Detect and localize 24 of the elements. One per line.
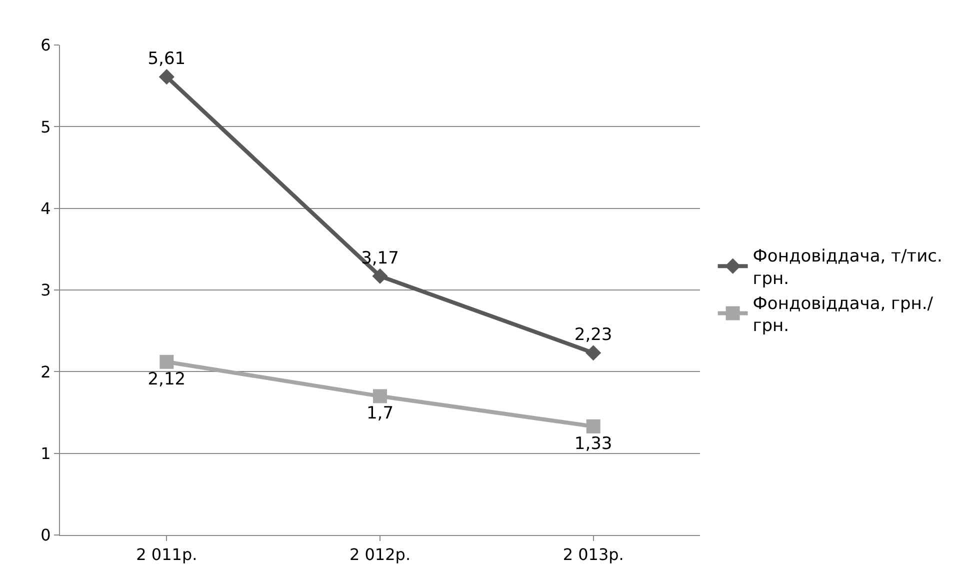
point [586, 419, 600, 434]
point [372, 268, 388, 284]
x-tick-label: 2 011р. [136, 545, 198, 564]
data-label: 1,7 [366, 404, 394, 424]
y-tick-label: 2 [40, 362, 51, 382]
point [158, 69, 174, 85]
y-tick-label: 4 [40, 198, 51, 218]
data-label: 1,33 [574, 434, 612, 454]
y-tick-label: 0 [40, 526, 51, 545]
y-tick-label: 3 [40, 280, 51, 300]
data-label: 5,61 [148, 49, 186, 70]
x-tick-label: 2 013р. [562, 545, 624, 564]
data-label: 3,17 [361, 248, 399, 268]
y-tick-label: 6 [40, 36, 51, 55]
legend-label: Фондовіддача, т/тис. грн. [752, 246, 942, 289]
data-label: 2,23 [574, 325, 612, 346]
legend-label: Фондовіддача, грн./ грн. [752, 294, 934, 336]
y-tick-label: 1 [40, 444, 51, 463]
point [160, 354, 174, 369]
data-label: 2,12 [148, 369, 186, 390]
point [586, 345, 602, 361]
point [373, 389, 387, 404]
x-tick-label: 2 012р. [349, 545, 411, 564]
y-tick-label: 5 [40, 117, 51, 136]
